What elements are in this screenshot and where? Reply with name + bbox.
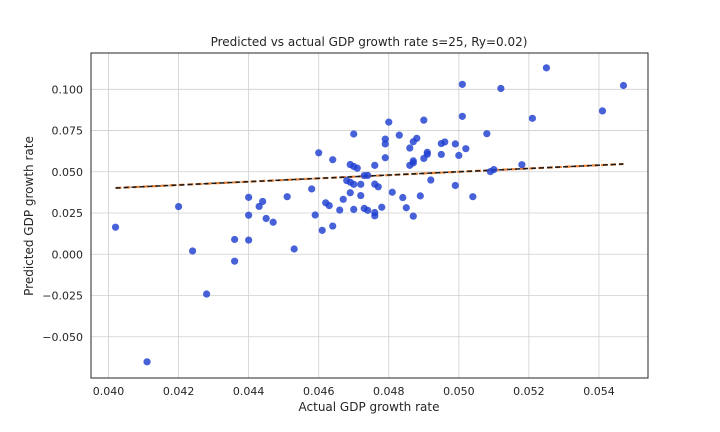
data-point xyxy=(329,222,337,230)
data-point xyxy=(458,112,466,120)
data-point xyxy=(339,195,347,203)
x-tick-label: 0.040 xyxy=(93,385,125,398)
data-point xyxy=(441,138,449,146)
data-point xyxy=(409,157,417,165)
data-point xyxy=(402,204,410,212)
data-point xyxy=(290,245,298,253)
x-tick-label: 0.052 xyxy=(513,385,545,398)
data-point xyxy=(346,189,354,197)
data-point xyxy=(542,64,551,72)
data-point xyxy=(111,223,120,231)
y-tick-label: 0.050 xyxy=(52,166,84,179)
data-point xyxy=(437,150,445,159)
fit-line-black xyxy=(115,163,624,189)
y-axis-label: Predicted GDP growth rate xyxy=(22,136,36,296)
data-point xyxy=(413,134,421,142)
data-point xyxy=(371,161,379,169)
data-point xyxy=(395,131,403,139)
data-point xyxy=(318,226,326,234)
data-point xyxy=(245,193,253,201)
data-point xyxy=(357,191,365,200)
data-point xyxy=(381,154,389,162)
data-point xyxy=(315,149,323,157)
data-point xyxy=(283,193,291,201)
data-point xyxy=(619,81,628,90)
chart-title: Predicted vs actual GDP growth rate s=25… xyxy=(211,35,528,49)
data-point xyxy=(458,80,466,88)
data-point xyxy=(406,144,414,152)
plot-frame xyxy=(90,52,649,379)
data-point xyxy=(416,192,424,200)
data-point xyxy=(364,171,372,180)
data-point xyxy=(483,130,491,138)
data-point xyxy=(357,180,365,188)
data-point xyxy=(423,150,431,158)
data-point xyxy=(598,107,607,115)
y-tick-label: 0.000 xyxy=(52,248,84,261)
y-tick-label: −0.050 xyxy=(42,331,83,344)
data-point xyxy=(269,218,277,226)
data-point xyxy=(350,205,358,213)
x-tick-labels: 0.040 0.042 0.044 0.046 0.048 0.050 0.052 0.054 xyxy=(93,385,615,398)
x-tick-label: 0.042 xyxy=(163,385,195,398)
data-point xyxy=(497,84,505,93)
data-point xyxy=(350,130,358,138)
data-point xyxy=(245,236,253,244)
y-tick-label: 0.100 xyxy=(52,83,84,96)
data-point xyxy=(409,212,417,220)
data-point xyxy=(462,145,470,153)
data-point xyxy=(311,211,319,219)
y-tick-label: −0.025 xyxy=(42,290,83,303)
data-point xyxy=(203,290,211,298)
data-point xyxy=(325,202,333,210)
data-point xyxy=(385,118,393,126)
data-point xyxy=(245,211,253,219)
data-point xyxy=(490,166,498,174)
data-point xyxy=(420,116,428,124)
data-point xyxy=(528,114,536,122)
x-tick-label: 0.054 xyxy=(583,385,615,398)
x-axis-label: Actual GDP growth rate xyxy=(299,400,440,414)
data-point xyxy=(399,193,407,202)
data-point xyxy=(427,176,435,184)
y-tick-labels: −0.050 −0.025 0.000 0.025 0.050 0.075 0.100 xyxy=(42,83,83,343)
data-point xyxy=(353,164,361,172)
data-point xyxy=(455,151,463,160)
y-tick-label: 0.025 xyxy=(52,207,84,220)
data-point xyxy=(350,180,358,188)
data-point xyxy=(336,206,344,214)
data-point xyxy=(451,140,459,148)
points-layer xyxy=(111,64,628,366)
data-point xyxy=(374,183,382,191)
x-tick-label: 0.048 xyxy=(373,385,405,398)
x-tick-label: 0.046 xyxy=(303,385,335,398)
data-point xyxy=(329,156,337,164)
data-point xyxy=(371,208,379,217)
data-point xyxy=(451,181,459,190)
y-tick-label: 0.075 xyxy=(52,125,84,138)
data-point xyxy=(381,135,389,143)
data-point xyxy=(231,257,239,265)
data-point xyxy=(262,214,270,223)
data-point xyxy=(174,202,183,211)
data-point xyxy=(388,188,396,196)
data-point xyxy=(188,247,197,255)
data-point xyxy=(518,161,526,169)
data-point xyxy=(259,197,267,206)
data-point xyxy=(469,193,477,201)
data-point xyxy=(231,235,239,244)
data-point xyxy=(378,203,386,211)
x-tick-label: 0.050 xyxy=(443,385,475,398)
data-point xyxy=(143,358,151,366)
x-tick-label: 0.044 xyxy=(233,385,265,398)
grid-layer xyxy=(91,53,648,378)
data-point xyxy=(364,206,372,214)
data-point xyxy=(308,185,316,193)
